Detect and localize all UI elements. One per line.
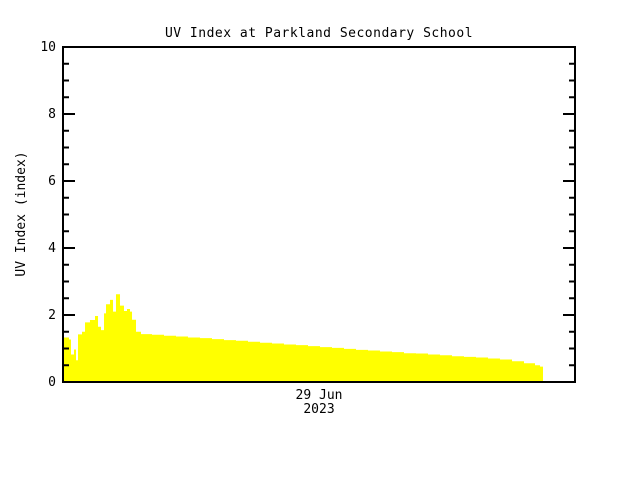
y-tick-label: 0 bbox=[48, 375, 56, 390]
y-tick-label: 8 bbox=[48, 107, 56, 122]
uv-area-fill bbox=[63, 294, 543, 382]
y-tick-label: 10 bbox=[40, 40, 56, 55]
plot-frame bbox=[62, 46, 576, 383]
y-tick-label: 2 bbox=[48, 308, 56, 323]
x-tick-label-year: 2023 bbox=[303, 402, 335, 417]
y-tick-label: 4 bbox=[48, 241, 56, 256]
y-tick-label: 6 bbox=[48, 174, 56, 189]
chart-title: UV Index at Parkland Secondary School bbox=[164, 26, 474, 41]
x-tick-label-date: 29 Jun bbox=[295, 388, 343, 403]
y-axis-label: UV Index (index) bbox=[14, 151, 29, 277]
